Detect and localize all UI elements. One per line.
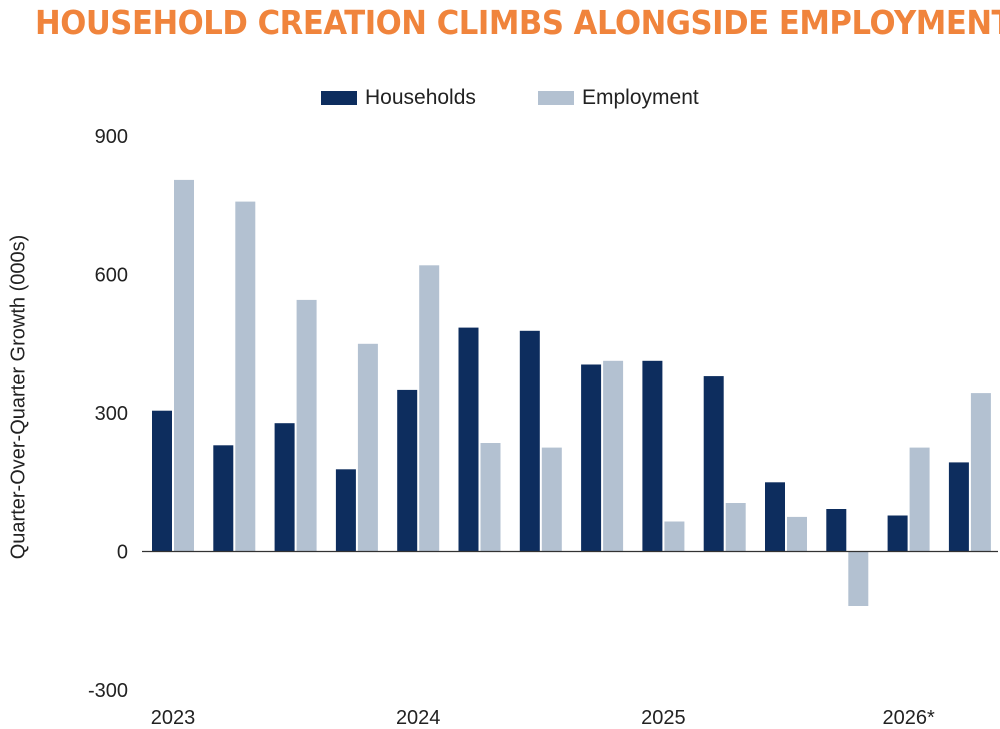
bar-households	[765, 482, 785, 552]
bar-employment	[603, 360, 624, 552]
bar-households	[826, 509, 847, 552]
x-tick-label: 2025	[641, 707, 686, 729]
bar-employment	[664, 521, 685, 552]
bar-employment	[909, 447, 930, 552]
bar-employment	[725, 503, 746, 552]
legend-item-households: Households	[321, 85, 476, 111]
bar-households	[581, 364, 602, 552]
x-tick-label: 2026*	[882, 707, 934, 729]
bar-households	[213, 445, 234, 552]
bar-households	[274, 423, 295, 552]
x-tick-label: 2023	[151, 707, 196, 729]
bar-households	[642, 360, 663, 552]
bar-employment	[848, 551, 869, 606]
legend: Households Employment	[0, 85, 1000, 111]
legend-swatch-employment	[538, 91, 574, 105]
y-tick-label: 300	[95, 403, 128, 425]
y-tick-label: 600	[95, 265, 128, 287]
bar-employment	[235, 201, 256, 552]
y-tick-label: 0	[117, 542, 128, 564]
bar-households	[152, 410, 172, 552]
bar-employment	[787, 516, 807, 552]
legend-swatch-households	[321, 91, 357, 105]
bar-employment	[541, 447, 562, 552]
bar-employment	[357, 343, 378, 552]
bar-employment	[970, 393, 991, 552]
y-tick-label: 900	[95, 126, 128, 148]
chart-title: HOUSEHOLD CREATION CLIMBS ALONGSIDE EMPL…	[35, 3, 1000, 42]
bar-households	[519, 330, 540, 552]
legend-item-employment: Employment	[538, 85, 699, 111]
bar-households	[887, 515, 908, 552]
bar-households	[335, 469, 356, 552]
legend-label-households: Households	[365, 86, 476, 109]
x-tick-label: 2024	[396, 707, 441, 729]
bar-households	[703, 376, 724, 552]
bar-employment	[480, 443, 501, 552]
y-tick-label: -300	[88, 680, 128, 702]
bar-households	[458, 327, 479, 552]
bar-households	[948, 462, 969, 552]
bar-employment	[419, 265, 440, 552]
legend-label-employment: Employment	[582, 86, 699, 109]
bar-employment	[174, 179, 194, 552]
bar-employment	[296, 299, 317, 552]
bar-households	[397, 389, 418, 552]
